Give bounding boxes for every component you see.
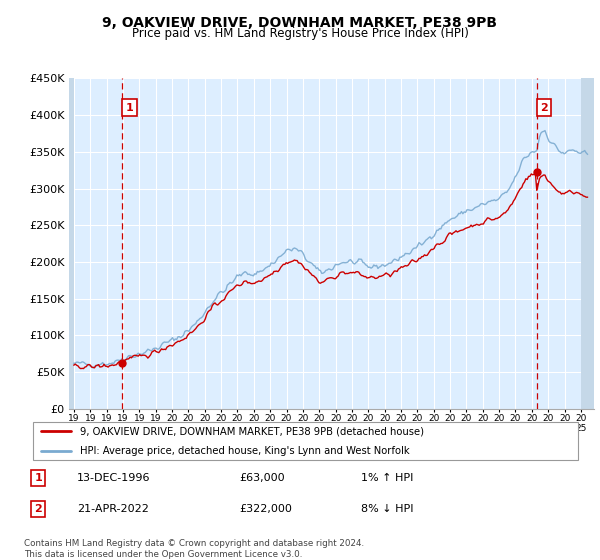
Text: £322,000: £322,000: [240, 504, 293, 514]
Text: £63,000: £63,000: [240, 473, 286, 483]
Text: 2: 2: [540, 103, 548, 113]
Text: 21-APR-2022: 21-APR-2022: [77, 504, 149, 514]
Text: 2: 2: [34, 504, 42, 514]
Text: Contains HM Land Registry data © Crown copyright and database right 2024.
This d: Contains HM Land Registry data © Crown c…: [24, 539, 364, 559]
Text: Price paid vs. HM Land Registry's House Price Index (HPI): Price paid vs. HM Land Registry's House …: [131, 27, 469, 40]
Text: 8% ↓ HPI: 8% ↓ HPI: [361, 504, 414, 514]
Text: 9, OAKVIEW DRIVE, DOWNHAM MARKET, PE38 9PB (detached house): 9, OAKVIEW DRIVE, DOWNHAM MARKET, PE38 9…: [80, 426, 424, 436]
FancyBboxPatch shape: [33, 422, 578, 460]
Text: 1: 1: [34, 473, 42, 483]
Text: 1: 1: [125, 103, 133, 113]
Bar: [581, 78, 594, 409]
Text: HPI: Average price, detached house, King's Lynn and West Norfolk: HPI: Average price, detached house, King…: [80, 446, 409, 456]
Text: 13-DEC-1996: 13-DEC-1996: [77, 473, 151, 483]
Text: 9, OAKVIEW DRIVE, DOWNHAM MARKET, PE38 9PB: 9, OAKVIEW DRIVE, DOWNHAM MARKET, PE38 9…: [103, 16, 497, 30]
Text: 1% ↑ HPI: 1% ↑ HPI: [361, 473, 413, 483]
Bar: [69, 78, 74, 409]
